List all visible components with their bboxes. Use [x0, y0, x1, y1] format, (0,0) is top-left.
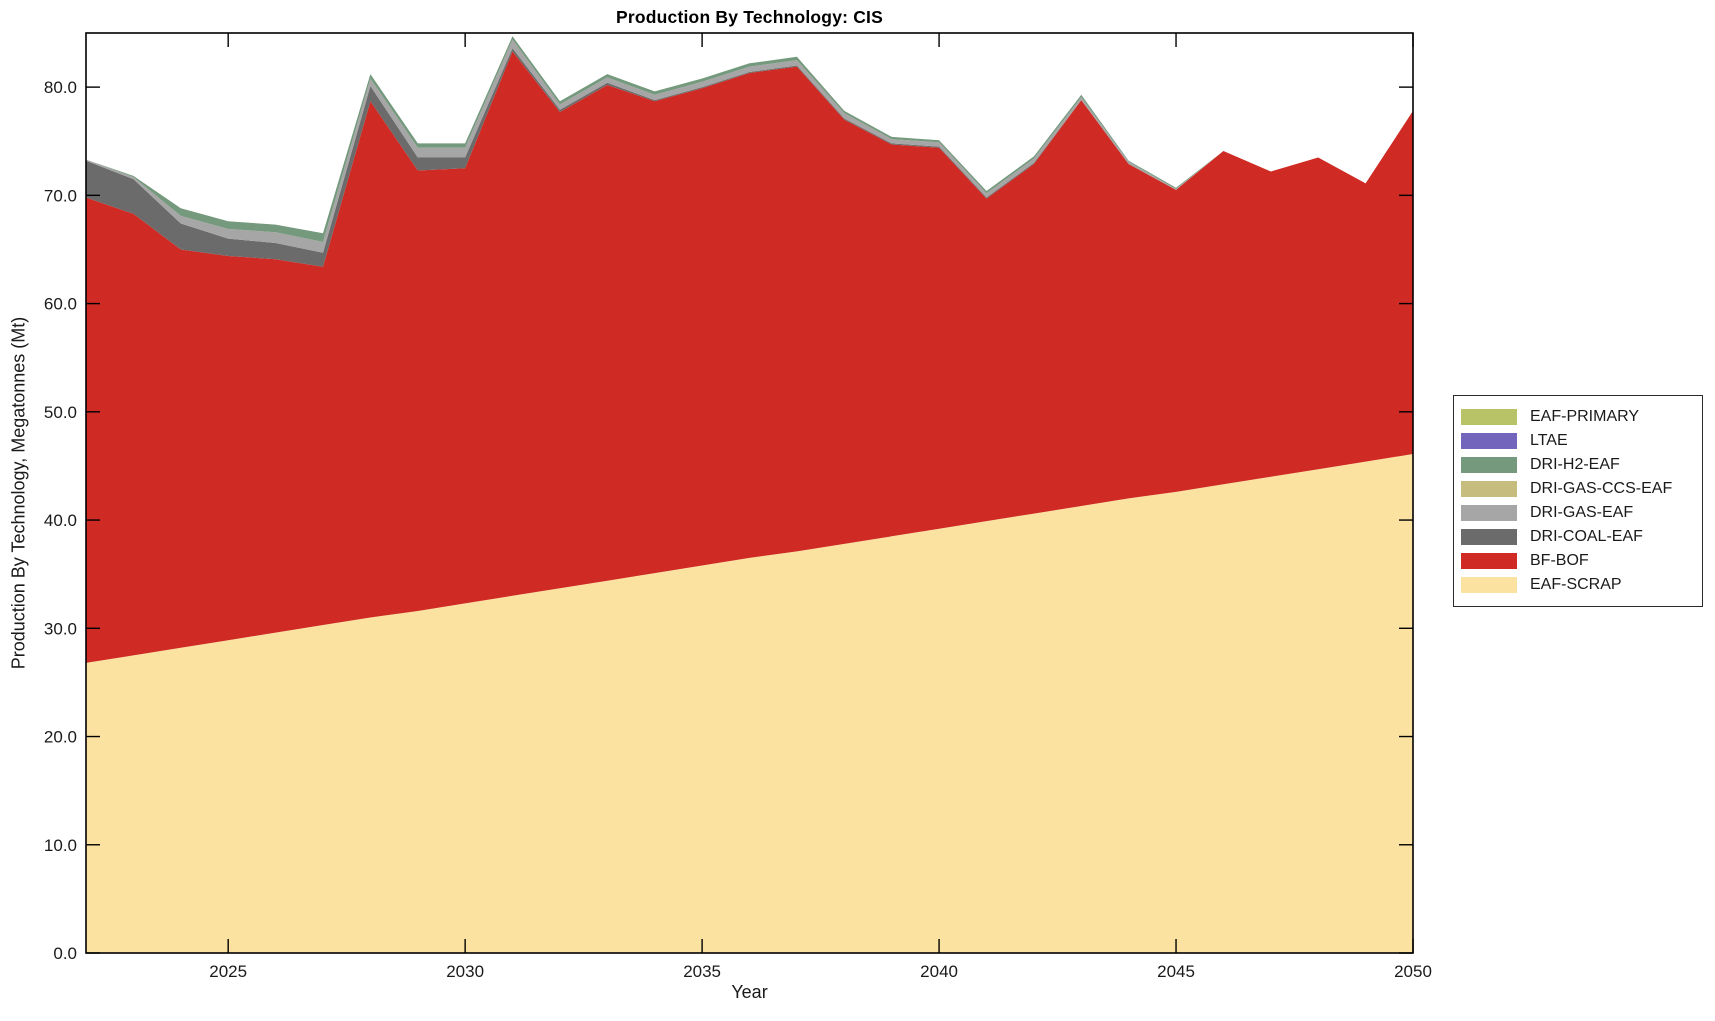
- area-bf-bof: [86, 51, 1413, 663]
- y-tick-label: 70.0: [44, 186, 77, 205]
- chart-title: Production By Technology: CIS: [615, 7, 883, 27]
- area-dri-gas-eaf: [86, 39, 1413, 253]
- legend-item-eaf-primary: EAF-PRIMARY: [1461, 405, 1694, 429]
- axes-border: [85, 32, 1414, 954]
- legend-swatch-dri-gas-eaf: [1461, 505, 1517, 521]
- y-tick-label: 20.0: [44, 728, 77, 747]
- legend-swatch-eaf-primary: [1461, 409, 1517, 425]
- legend-label: EAF-PRIMARY: [1530, 408, 1640, 425]
- legend-swatch-bf-bof: [1461, 553, 1517, 569]
- legend-item-dri-gas-ccs-eaf: DRI-GAS-CCS-EAF: [1461, 477, 1694, 501]
- x-tick-label: 2045: [1157, 962, 1195, 981]
- y-tick-label: 0.0: [53, 944, 77, 963]
- legend-swatch-ltae: [1461, 433, 1517, 449]
- x-axis-label: Year: [731, 982, 768, 1002]
- legend-label: DRI-GAS-CCS-EAF: [1530, 480, 1673, 497]
- y-tick-label: 60.0: [44, 295, 77, 314]
- x-tick-label: 2030: [446, 962, 484, 981]
- y-tick-label: 10.0: [44, 836, 77, 855]
- legend-swatch-dri-coal-eaf: [1461, 529, 1517, 545]
- legend-item-dri-gas-eaf: DRI-GAS-EAF: [1461, 501, 1694, 525]
- y-axis-label: Production By Technology, Megatonnes (Mt…: [8, 316, 29, 670]
- legend-label: DRI-H2-EAF: [1530, 456, 1620, 473]
- legend-label: DRI-COAL-EAF: [1530, 528, 1643, 545]
- legend-label: EAF-SCRAP: [1530, 576, 1622, 593]
- area-eaf-scrap: [86, 454, 1413, 953]
- y-tick-label: 40.0: [44, 511, 77, 530]
- legend-label: BF-BOF: [1530, 552, 1589, 569]
- x-tick-label: 2035: [683, 962, 721, 981]
- legend-swatch-dri-gas-ccs-eaf: [1461, 481, 1517, 497]
- x-tick-label: 2040: [920, 962, 958, 981]
- y-tick-label: 50.0: [44, 403, 77, 422]
- x-tick-label: 2050: [1394, 962, 1432, 981]
- x-tick-label: 2025: [209, 962, 247, 981]
- legend-item-dri-h2-eaf: DRI-H2-EAF: [1461, 453, 1694, 477]
- area-dri-coal-eaf: [86, 48, 1413, 267]
- legend-swatch-dri-h2-eaf: [1461, 457, 1517, 473]
- legend-label: DRI-GAS-EAF: [1530, 504, 1634, 521]
- legend-label: LTAE: [1530, 432, 1568, 449]
- legend-item-ltae: LTAE: [1461, 429, 1694, 453]
- legend-item-eaf-scrap: EAF-SCRAP: [1461, 573, 1694, 597]
- legend-item-bf-bof: BF-BOF: [1461, 549, 1694, 573]
- y-tick-label: 80.0: [44, 78, 77, 97]
- y-tick-label: 30.0: [44, 619, 77, 638]
- legend-item-dri-coal-eaf: DRI-COAL-EAF: [1461, 525, 1694, 549]
- legend-swatch-eaf-scrap: [1461, 577, 1517, 593]
- area-dri-h2-eaf: [86, 36, 1413, 242]
- legend: EAF-PRIMARY LTAE DRI-H2-EAF DRI-GAS-CCS-EAF…: [1453, 395, 1703, 607]
